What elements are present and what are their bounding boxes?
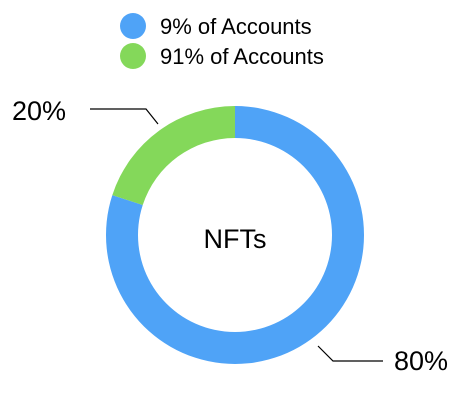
- legend-item-2: 91% of Accounts: [120, 43, 324, 69]
- legend-label-2: 91% of Accounts: [160, 44, 324, 69]
- slice-label-80: 80%: [394, 346, 448, 376]
- callout-line-80: [317, 345, 383, 362]
- legend-label-1: 9% of Accounts: [160, 14, 312, 39]
- legend-item-1: 9% of Accounts: [120, 13, 312, 39]
- legend-swatch-1: [120, 13, 146, 39]
- legend: 9% of Accounts 91% of Accounts: [120, 13, 324, 69]
- donut-slice-2: [112, 106, 235, 206]
- center-label: NFTs: [204, 224, 267, 254]
- slice-label-20: 20%: [12, 96, 66, 126]
- callout-line-20: [90, 108, 159, 125]
- donut-slices: [106, 106, 365, 364]
- legend-swatch-2: [120, 43, 146, 69]
